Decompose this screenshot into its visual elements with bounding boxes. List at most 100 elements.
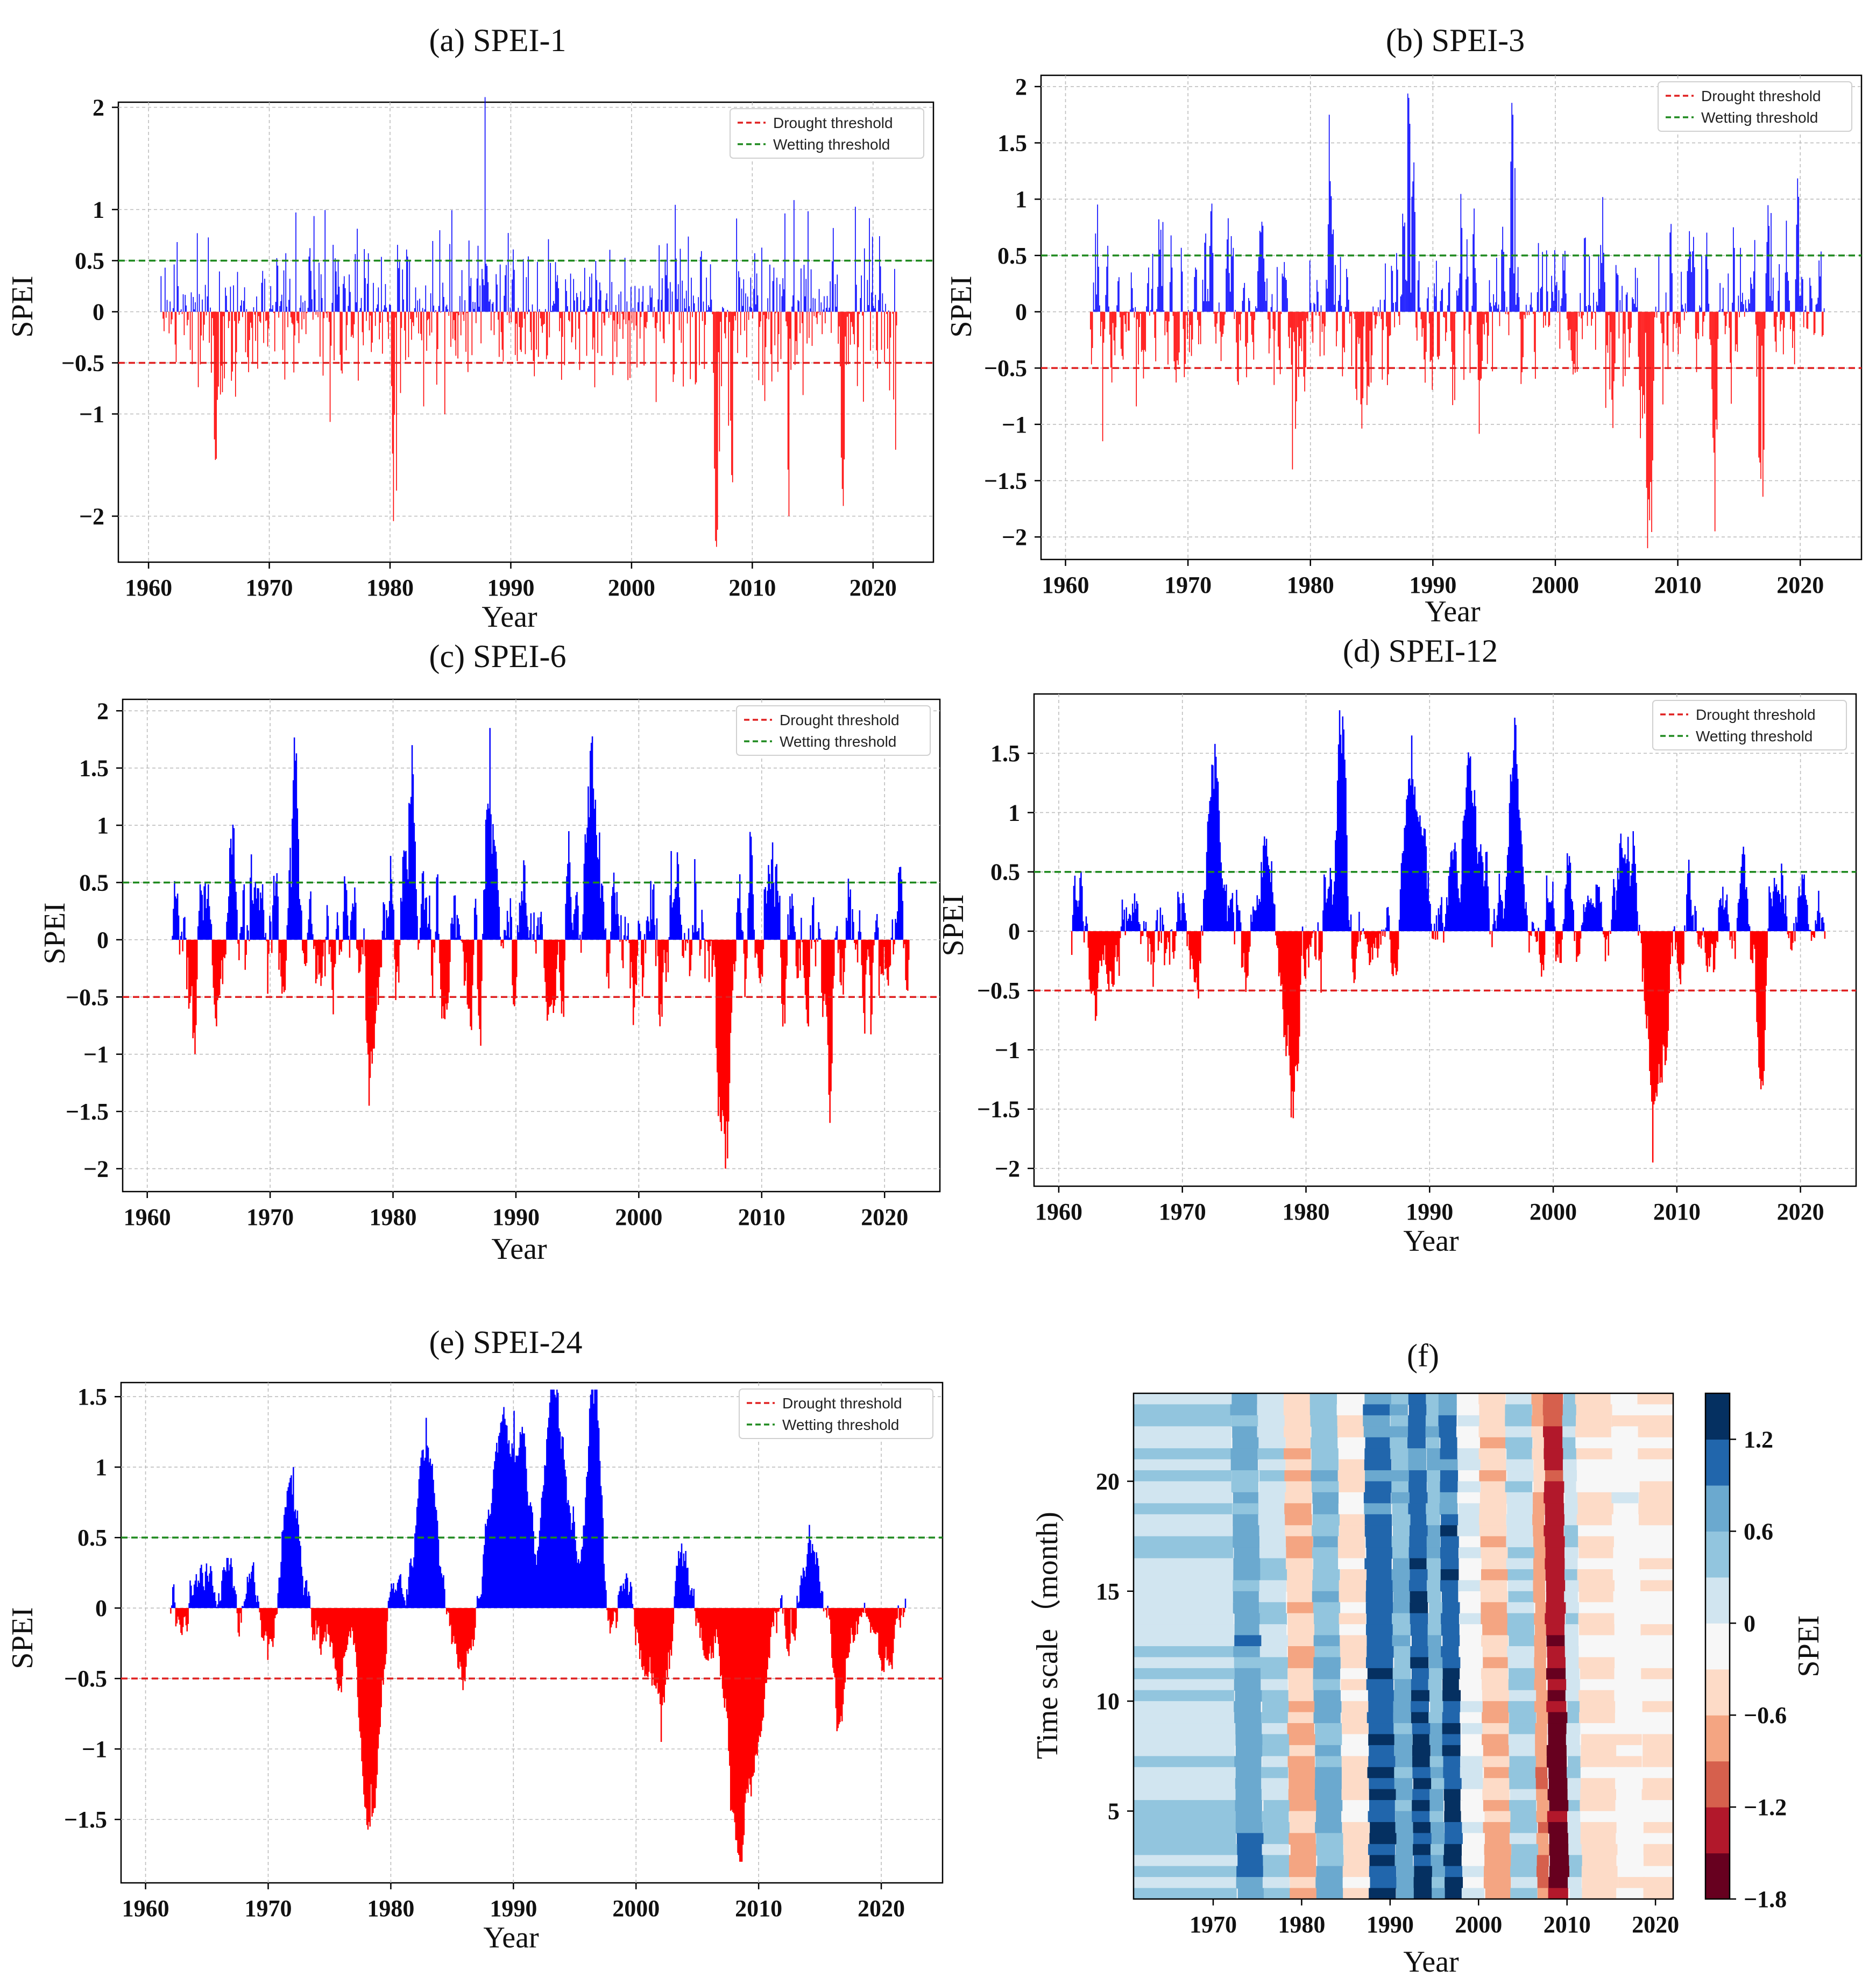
bar: [1538, 927, 1539, 931]
heatmap-cell: [1316, 1888, 1344, 1899]
bar: [1488, 908, 1490, 931]
bar: [495, 852, 497, 940]
bar: [537, 917, 539, 940]
bar: [1325, 902, 1327, 931]
bar: [1271, 294, 1273, 312]
bar: [429, 311, 430, 336]
bar: [1138, 922, 1139, 931]
colorbar-band: [1705, 1623, 1730, 1670]
bar: [1265, 839, 1268, 931]
bar: [1170, 930, 1172, 931]
bar: [622, 311, 624, 339]
bar: [316, 310, 318, 312]
bar: [859, 910, 861, 940]
bar: [622, 1583, 625, 1609]
heatmap-cell: [1544, 1492, 1564, 1504]
heatmap-cell: [1611, 1514, 1639, 1526]
bar: [1319, 311, 1321, 357]
bar: [506, 265, 507, 312]
bar: [399, 939, 401, 945]
bar: [1288, 311, 1289, 337]
heatmap-cell: [1442, 1602, 1461, 1614]
bar: [641, 301, 643, 312]
bar: [1697, 311, 1698, 334]
bar: [1176, 922, 1178, 931]
bar: [267, 1608, 269, 1660]
bar: [1782, 311, 1783, 320]
bar: [1520, 311, 1522, 384]
bar: [631, 1586, 633, 1609]
bar: [516, 925, 519, 940]
bar: [863, 939, 865, 1014]
bar: [284, 1507, 286, 1609]
bar: [881, 1608, 883, 1671]
bar: [1231, 256, 1233, 312]
heatmap-cell: [1339, 1448, 1366, 1460]
bar: [1341, 753, 1343, 931]
heatmap-cell: [1369, 1866, 1397, 1878]
heatmap-cell: [1534, 1701, 1547, 1713]
bar: [464, 939, 466, 981]
bar: [1149, 311, 1150, 316]
bar: [238, 311, 239, 324]
bar: [312, 934, 314, 940]
heatmap-cell: [1547, 1789, 1568, 1801]
bar: [1202, 279, 1204, 312]
bar: [1593, 906, 1595, 931]
bar: [379, 1608, 381, 1727]
bar: [1446, 311, 1447, 332]
bar: [179, 939, 181, 955]
bar: [197, 1581, 199, 1609]
bar: [881, 311, 882, 350]
bar: [293, 737, 295, 940]
bar: [1655, 931, 1657, 1093]
bar: [1695, 311, 1696, 339]
bar: [1349, 311, 1350, 324]
bar: [638, 302, 639, 312]
heatmap-cell: [1460, 1635, 1483, 1647]
bar: [781, 1595, 783, 1609]
heatmap-cell: [1235, 1822, 1263, 1834]
bar: [880, 939, 882, 974]
bar: [260, 892, 261, 940]
heatmap-cell: [1535, 1756, 1548, 1768]
bar: [471, 939, 472, 1030]
bar: [853, 311, 854, 335]
heatmap-cell: [1339, 1514, 1367, 1526]
bar: [781, 296, 783, 312]
bar: [1182, 893, 1184, 931]
heatmap-cell: [1581, 1844, 1618, 1856]
bar: [831, 311, 832, 333]
bar: [449, 244, 450, 312]
bar: [523, 1433, 525, 1609]
bar: [1564, 251, 1566, 312]
bar: [1636, 307, 1637, 312]
bar: [357, 939, 359, 951]
bar: [1401, 853, 1404, 931]
bar: [246, 309, 247, 312]
bar: [801, 917, 802, 940]
heatmap-cell: [1316, 1833, 1343, 1845]
bar: [235, 891, 237, 940]
bar: [1078, 900, 1080, 931]
bar: [1490, 302, 1491, 312]
bar: [365, 939, 367, 1021]
bar: [737, 311, 738, 353]
bar: [1352, 931, 1354, 973]
bar: [1277, 267, 1278, 312]
heatmap-cell: [1482, 1712, 1509, 1724]
heatmap-cell: [1482, 1690, 1510, 1702]
bar: [318, 939, 320, 975]
heatmap-cell: [1411, 1668, 1430, 1680]
heatmap-cell: [1509, 1668, 1536, 1680]
bar: [312, 311, 314, 320]
heatmap-cell: [1393, 1602, 1412, 1614]
bar: [1570, 311, 1572, 351]
bar: [606, 1608, 608, 1611]
bar: [1072, 915, 1074, 931]
bar: [907, 939, 909, 991]
bar: [548, 239, 549, 312]
bar: [623, 935, 625, 940]
bar: [601, 885, 604, 940]
bar: [752, 1608, 754, 1776]
